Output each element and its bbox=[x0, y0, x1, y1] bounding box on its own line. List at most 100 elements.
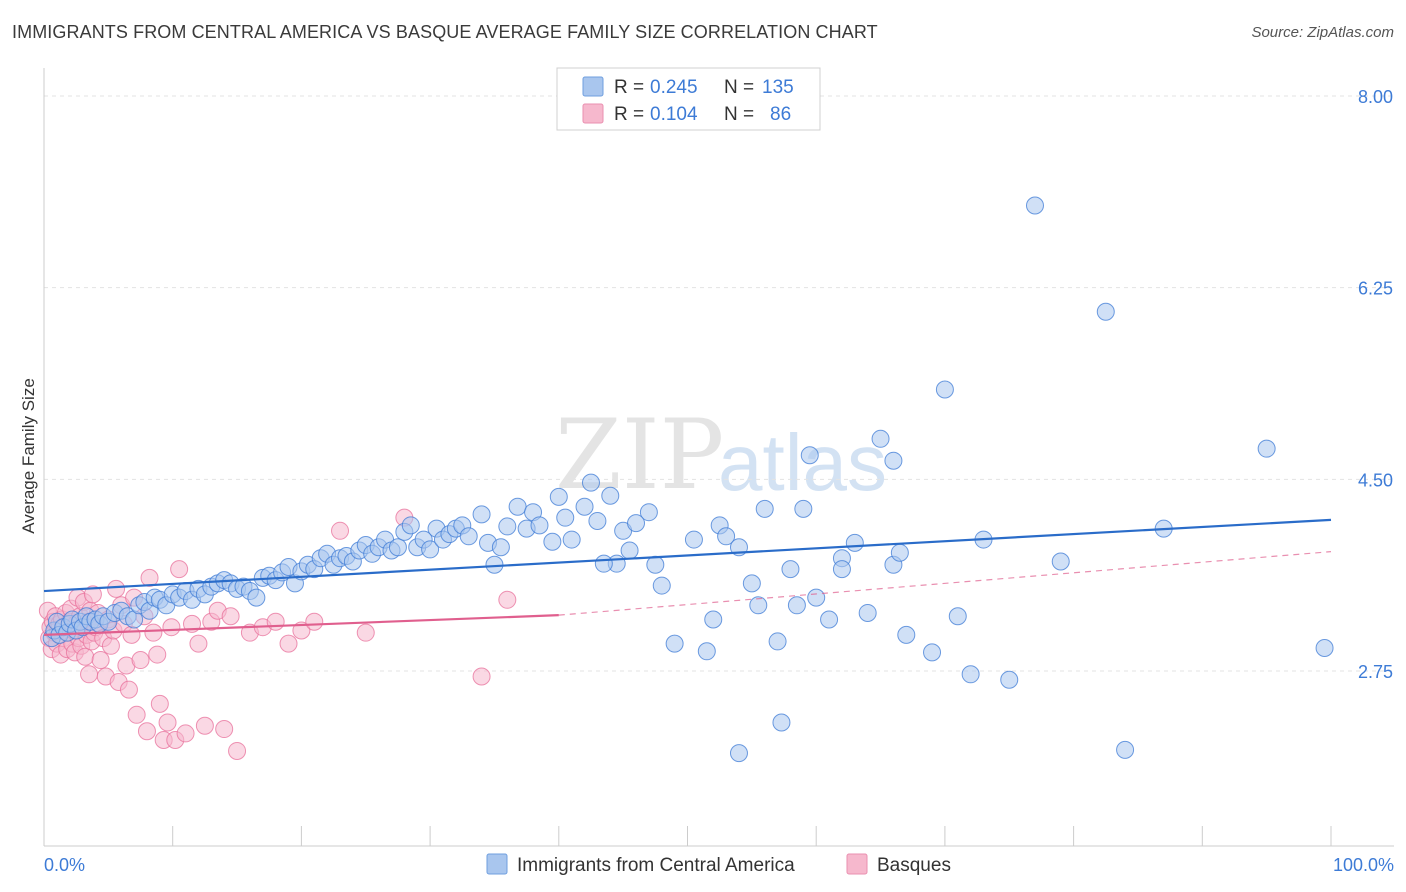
point-central-america bbox=[729, 744, 748, 763]
point-central-america bbox=[639, 503, 658, 522]
watermark-zip: ZIP bbox=[555, 399, 724, 511]
x-tick-label-start: 0.0% bbox=[44, 855, 85, 875]
point-central-america bbox=[884, 451, 903, 470]
legend-r-label-1: R = bbox=[614, 77, 644, 98]
point-central-america bbox=[794, 499, 813, 518]
top-legend: R = 0.245 N = 135 R = 0.104 N = 86 bbox=[556, 67, 821, 131]
point-central-america bbox=[247, 588, 266, 607]
point-central-america bbox=[800, 446, 819, 465]
point-basques bbox=[215, 720, 234, 739]
point-basques bbox=[498, 590, 517, 609]
y-tick-label: 8.00 bbox=[1358, 87, 1393, 107]
point-central-america bbox=[807, 588, 826, 607]
chart-title: IMMIGRANTS FROM CENTRAL AMERICA VS BASQU… bbox=[12, 22, 878, 42]
trend-line-basques bbox=[43, 614, 559, 636]
point-central-america bbox=[530, 516, 549, 535]
point-central-america bbox=[601, 486, 620, 505]
trend-line-basques-extension bbox=[558, 551, 1332, 616]
point-central-america bbox=[923, 643, 942, 662]
point-central-america bbox=[401, 516, 420, 535]
point-central-america bbox=[498, 517, 517, 536]
point-basques bbox=[107, 579, 126, 598]
legend-r-value-2: 0.104 bbox=[650, 104, 698, 125]
legend-r-value-1: 0.245 bbox=[650, 77, 698, 98]
point-central-america bbox=[742, 574, 761, 593]
point-central-america bbox=[935, 380, 954, 399]
point-basques bbox=[137, 722, 156, 741]
series-central-america-points bbox=[42, 196, 1334, 763]
legend-n-label-1: N = bbox=[724, 77, 754, 98]
point-central-america bbox=[787, 596, 806, 615]
point-central-america bbox=[491, 538, 510, 557]
point-basques bbox=[119, 680, 138, 699]
point-basques bbox=[279, 634, 298, 653]
point-central-america bbox=[717, 527, 736, 546]
trend-line-central-america bbox=[43, 518, 1332, 593]
point-central-america bbox=[749, 596, 768, 615]
y-tick-labels: 2.75 4.50 6.25 8.00 bbox=[1358, 87, 1393, 682]
point-central-america bbox=[772, 713, 791, 732]
point-central-america bbox=[897, 625, 916, 644]
point-basques bbox=[228, 741, 247, 760]
point-central-america bbox=[1000, 670, 1019, 689]
point-central-america bbox=[575, 497, 594, 516]
point-basques bbox=[131, 651, 150, 670]
point-basques bbox=[83, 585, 102, 604]
point-central-america bbox=[472, 505, 491, 524]
point-basques bbox=[195, 716, 214, 735]
point-central-america bbox=[1315, 639, 1334, 657]
point-central-america bbox=[845, 533, 864, 552]
point-central-america bbox=[1025, 196, 1044, 215]
point-central-america bbox=[543, 532, 562, 551]
point-central-america bbox=[1257, 439, 1276, 458]
legend-swatch-pink bbox=[582, 103, 604, 124]
point-central-america bbox=[459, 527, 478, 546]
y-tick-label: 4.50 bbox=[1358, 470, 1393, 490]
point-central-america bbox=[1116, 740, 1135, 759]
point-basques bbox=[170, 560, 189, 579]
point-basques bbox=[144, 623, 163, 642]
point-central-america bbox=[755, 499, 774, 518]
legend-swatch-blue bbox=[582, 76, 604, 97]
point-central-america bbox=[556, 508, 575, 527]
point-central-america bbox=[961, 665, 980, 684]
trend-lines bbox=[43, 518, 1332, 636]
point-central-america bbox=[832, 560, 851, 579]
point-basques bbox=[150, 694, 169, 713]
legend-n-value-1: 135 bbox=[762, 77, 794, 98]
bottom-legend-swatch-blue bbox=[486, 853, 508, 875]
point-basques bbox=[91, 651, 110, 670]
point-central-america bbox=[588, 511, 607, 530]
point-basques bbox=[305, 612, 324, 631]
point-central-america bbox=[581, 473, 600, 492]
point-central-america bbox=[508, 497, 527, 516]
point-basques bbox=[148, 645, 167, 664]
legend-n-label-2: N = bbox=[724, 104, 754, 125]
point-central-america bbox=[684, 530, 703, 549]
bottom-legend-label-central-america: Immigrants from Central America bbox=[517, 855, 795, 876]
point-basques bbox=[76, 647, 95, 666]
bottom-legend-swatch-pink bbox=[846, 853, 868, 875]
point-central-america bbox=[871, 429, 890, 448]
point-central-america bbox=[1051, 552, 1070, 571]
point-central-america bbox=[890, 543, 909, 562]
point-central-america bbox=[948, 607, 967, 626]
point-basques bbox=[101, 636, 120, 655]
point-central-america bbox=[388, 538, 407, 557]
point-central-america bbox=[646, 555, 665, 574]
legend-r-label-2: R = bbox=[614, 104, 644, 125]
axes bbox=[43, 68, 1394, 847]
watermark-atlas: atlas bbox=[718, 418, 887, 507]
point-central-america bbox=[858, 603, 877, 622]
point-basques bbox=[158, 713, 177, 732]
point-basques bbox=[162, 618, 181, 637]
point-central-america bbox=[820, 610, 839, 629]
point-central-america bbox=[1096, 302, 1115, 321]
point-central-america bbox=[594, 554, 613, 573]
point-central-america bbox=[697, 642, 716, 661]
point-basques bbox=[221, 607, 240, 626]
x-tick-label-end: 100.0% bbox=[1333, 855, 1394, 875]
point-basques bbox=[140, 568, 159, 587]
y-tick-label: 6.25 bbox=[1358, 279, 1393, 299]
